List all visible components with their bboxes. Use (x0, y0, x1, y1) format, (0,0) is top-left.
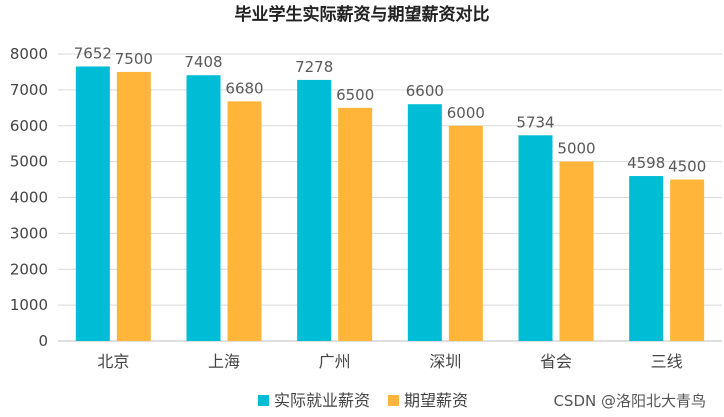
y-tick-label: 2000 (10, 260, 48, 278)
y-tick-label: 4000 (10, 189, 48, 207)
data-label: 5000 (557, 140, 595, 158)
data-label: 6600 (406, 82, 444, 100)
bar-expected (448, 125, 483, 341)
bar-actual (518, 135, 553, 341)
bar-actual (629, 176, 664, 341)
bar-expected (559, 161, 594, 341)
x-tick-label: 三线 (651, 352, 683, 371)
legend: 实际就业薪资 期望薪资 (258, 391, 468, 410)
bar-actual (75, 66, 110, 341)
y-tick-label: 1000 (10, 296, 48, 314)
y-tick-label: 0 (38, 332, 48, 350)
legend-swatch (258, 395, 269, 406)
x-tick-label: 广州 (319, 352, 351, 371)
data-label: 6680 (225, 79, 263, 97)
data-label: 4598 (627, 154, 665, 172)
x-axis-ticks: 北京 上海 广州 深圳 省会 三线 (97, 352, 682, 371)
y-tick-label: 5000 (10, 153, 48, 171)
gridlines (58, 53, 722, 342)
y-tick-label: 3000 (10, 224, 48, 242)
data-label: 7278 (295, 58, 333, 76)
x-tick-label: 上海 (208, 352, 240, 371)
bar-expected (338, 107, 373, 341)
data-label: 4500 (668, 158, 706, 176)
legend-label: 期望薪资 (404, 391, 468, 410)
data-label: 7652 (74, 44, 112, 62)
bar-actual (297, 79, 332, 342)
bar-expected (116, 71, 151, 341)
bar-expected (670, 179, 705, 341)
bar-expected (227, 101, 262, 341)
y-tick-label: 6000 (10, 117, 48, 135)
y-tick-label: 8000 (10, 45, 48, 63)
data-label: 5734 (516, 113, 554, 131)
bars (75, 66, 705, 342)
chart-title: 毕业学生实际薪资与期望薪资对比 (235, 4, 490, 25)
x-tick-label: 北京 (97, 352, 129, 371)
legend-label: 实际就业薪资 (274, 391, 370, 410)
legend-swatch (388, 395, 399, 406)
x-tick-label: 深圳 (429, 352, 461, 371)
data-label: 6500 (336, 86, 374, 104)
x-tick-label: 省会 (540, 352, 572, 371)
bar-actual (407, 104, 442, 341)
bar-actual (186, 75, 221, 341)
data-label: 7500 (115, 50, 153, 68)
y-axis-ticks: 0 1000 2000 3000 4000 5000 6000 7000 8000 (10, 45, 48, 350)
data-label: 6000 (447, 104, 485, 122)
data-label: 7408 (184, 53, 222, 71)
y-tick-label: 7000 (10, 81, 48, 99)
watermark: CSDN @洛阳北大青鸟 (553, 392, 706, 410)
